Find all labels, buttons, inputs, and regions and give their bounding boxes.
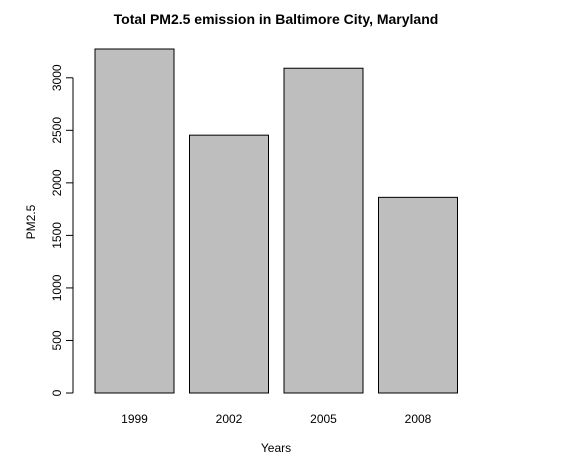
y-tick-label: 1500 (50, 222, 64, 249)
x-axis-tick-labels: 1999 2002 2005 2008 (121, 412, 432, 426)
x-tick-label: 2002 (216, 412, 243, 426)
chart-title: Total PM2.5 emission in Baltimore City, … (114, 11, 439, 27)
x-axis-label: Years (261, 441, 291, 455)
y-tick-label: 3000 (50, 64, 64, 91)
y-tick-label: 2000 (50, 169, 64, 196)
bar-1999 (94, 48, 175, 394)
bars (94, 48, 458, 394)
y-tick-label: 1000 (50, 274, 64, 301)
x-tick-label: 2008 (405, 412, 432, 426)
y-tick-label: 2500 (50, 117, 64, 144)
y-tick-label: 0 (50, 389, 64, 396)
y-axis: 0 500 1000 1500 2000 2500 3000 (50, 64, 74, 396)
bar-2005 (283, 67, 364, 394)
bar-2002 (189, 134, 269, 394)
y-axis-label: PM2.5 (24, 204, 38, 239)
y-tick-label: 500 (50, 330, 64, 350)
x-tick-label: 2005 (310, 412, 337, 426)
bar-2008 (378, 196, 458, 394)
x-tick-label: 1999 (121, 412, 148, 426)
